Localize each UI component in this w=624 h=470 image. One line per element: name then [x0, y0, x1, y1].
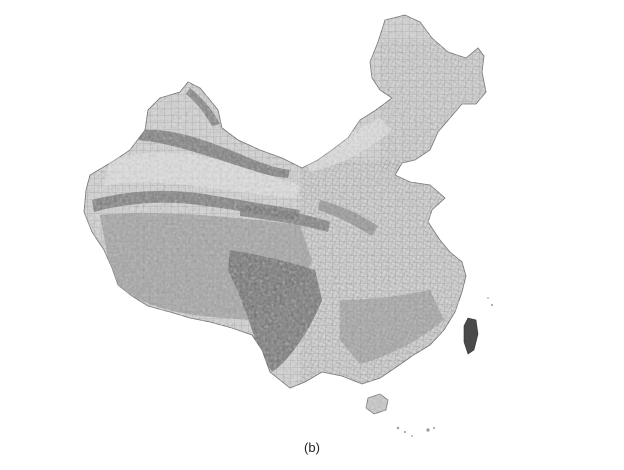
figure-caption: (b) [304, 440, 320, 455]
south-islands [396, 426, 435, 437]
coastal-specks [487, 297, 494, 307]
relief-shading [92, 88, 444, 372]
hainan-island [365, 393, 389, 415]
taiwan-island [463, 317, 479, 355]
